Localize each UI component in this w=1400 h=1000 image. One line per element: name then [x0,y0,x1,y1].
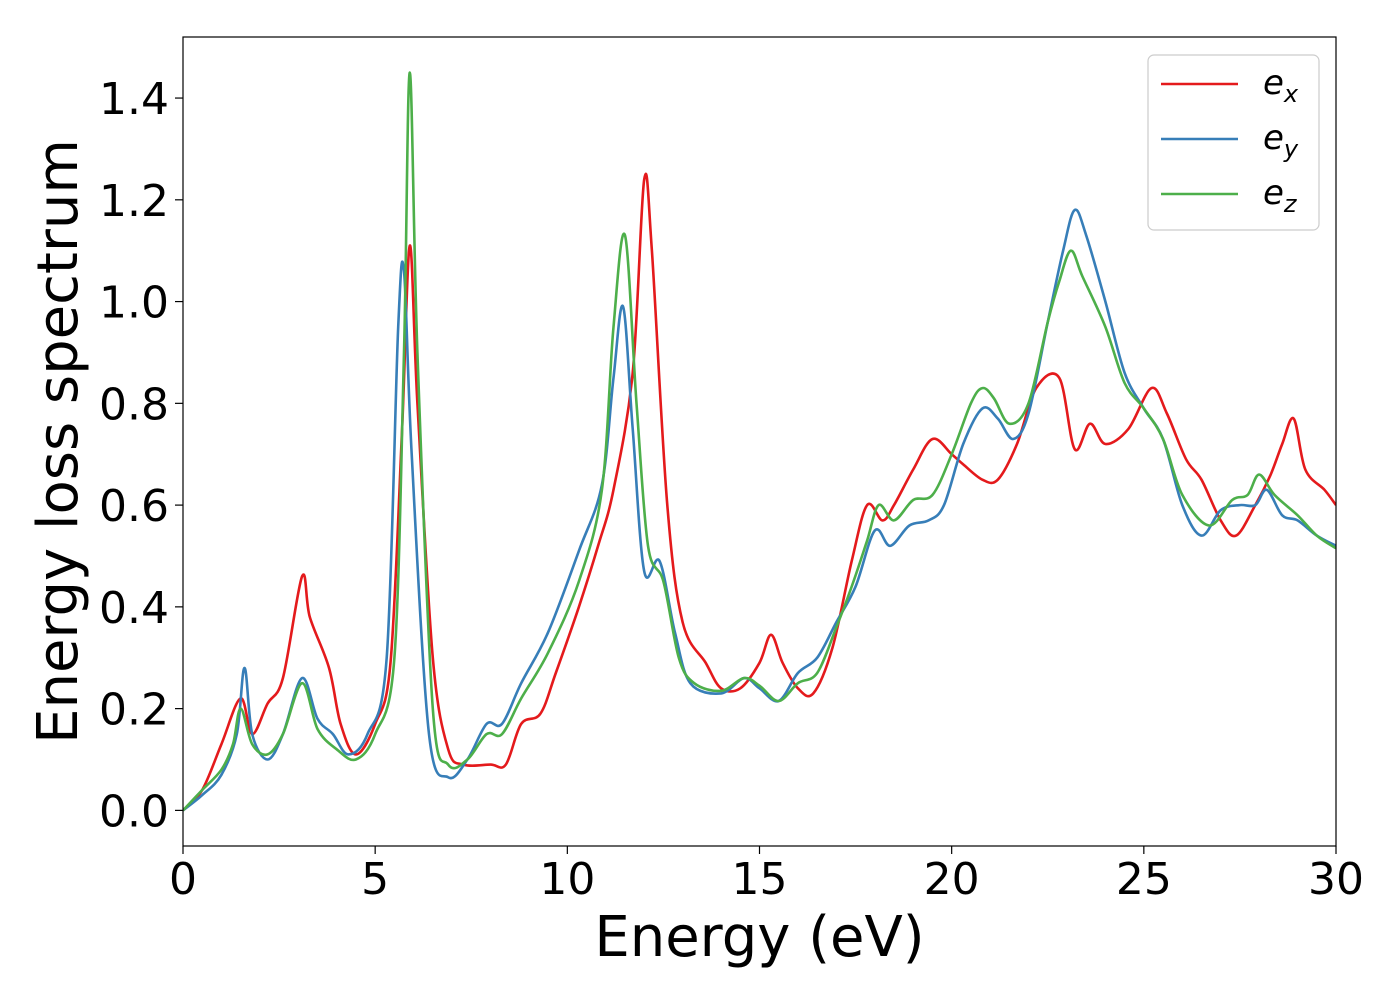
x-axis-ticks: 0 5 10 15 20 25 30 [169,846,1364,905]
legend-label-base: e [1263,63,1284,103]
y-tick-label: 0.8 [99,379,169,430]
legend-label: ex [1263,63,1299,108]
series-line-e-z [183,71,1336,812]
y-tick-label: 1.2 [99,176,169,227]
legend-label-base: e [1263,173,1284,213]
series-layer [183,71,1336,812]
legend-label-base: e [1263,118,1284,158]
y-axis-title: Energy loss spectrum [26,139,91,744]
y-tick-label: 0.2 [99,685,169,736]
series-line-e-y [183,208,1336,812]
x-tick-label: 5 [361,854,389,905]
x-tick-label: 0 [169,854,197,905]
y-tick-label: 1.0 [99,278,169,329]
y-tick-label: 1.4 [99,74,169,125]
y-tick-label: 0.4 [99,583,169,634]
y-tick-label: 0.6 [99,481,169,532]
x-tick-label: 20 [924,854,980,905]
x-axis-title: Energy (eV) [594,905,924,970]
x-tick-label: 30 [1308,854,1364,905]
legend-label: ez [1263,173,1298,218]
x-tick-label: 15 [732,854,788,905]
y-axis-ticks: 0.0 0.2 0.4 0.6 0.8 1.0 1.2 1.4 [99,74,183,837]
legend-label-subscript: x [1283,80,1299,108]
legend-box [1147,54,1320,231]
x-tick-label: 25 [1116,854,1172,905]
legend-label-subscript: y [1283,135,1299,163]
y-tick-label: 0.0 [99,786,169,837]
legend-label-subscript: z [1283,190,1298,218]
legend-label: ey [1263,118,1299,163]
x-tick-label: 10 [539,854,595,905]
series-line-e-x [183,172,1336,812]
